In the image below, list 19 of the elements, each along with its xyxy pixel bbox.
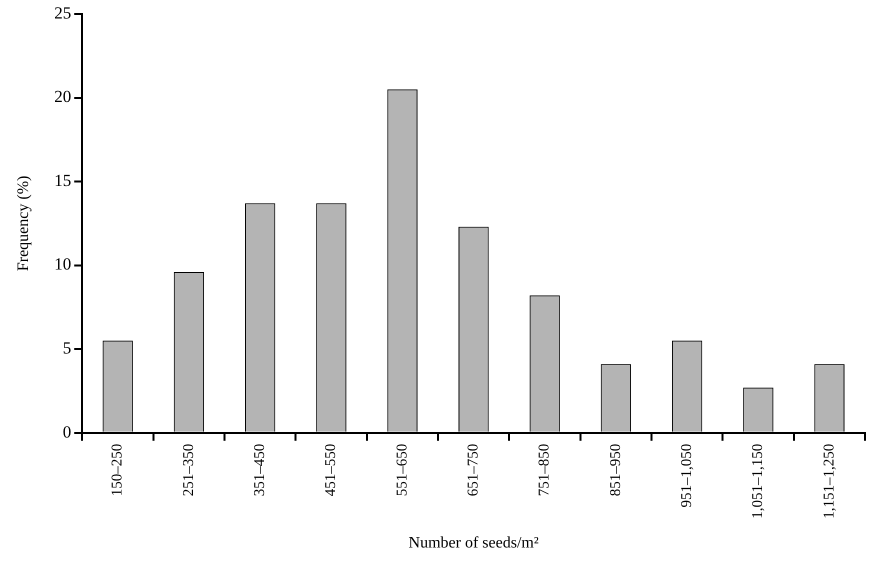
x-tick-label: 251–350 [180, 444, 197, 496]
y-tick-label: 0 [62, 422, 72, 442]
x-tick-label: 951–1,050 [679, 444, 696, 508]
x-tick-label: 551–650 [394, 444, 410, 496]
x-tick-label: 150–250 [110, 444, 126, 496]
y-tick-label: 25 [54, 3, 72, 22]
y-tick-label: 15 [54, 170, 72, 190]
y-tick-label: 20 [54, 87, 72, 106]
x-tick-label: 851–950 [608, 444, 624, 496]
x-tick-label: 1,151–1,250 [821, 444, 838, 519]
x-tick-label: 351–450 [252, 444, 268, 496]
x-axis-title: Number of seeds/m² [408, 534, 539, 552]
x-tick-label: 651–750 [466, 444, 482, 496]
y-axis-title: Frequency (%) [14, 176, 32, 272]
x-tick-label: 1,051–1,150 [750, 444, 766, 519]
y-tick-label: 5 [62, 338, 72, 358]
y-tick-label: 10 [54, 254, 72, 274]
x-tick-label: 451–550 [323, 444, 340, 496]
x-tick-label: 751–850 [536, 444, 553, 496]
